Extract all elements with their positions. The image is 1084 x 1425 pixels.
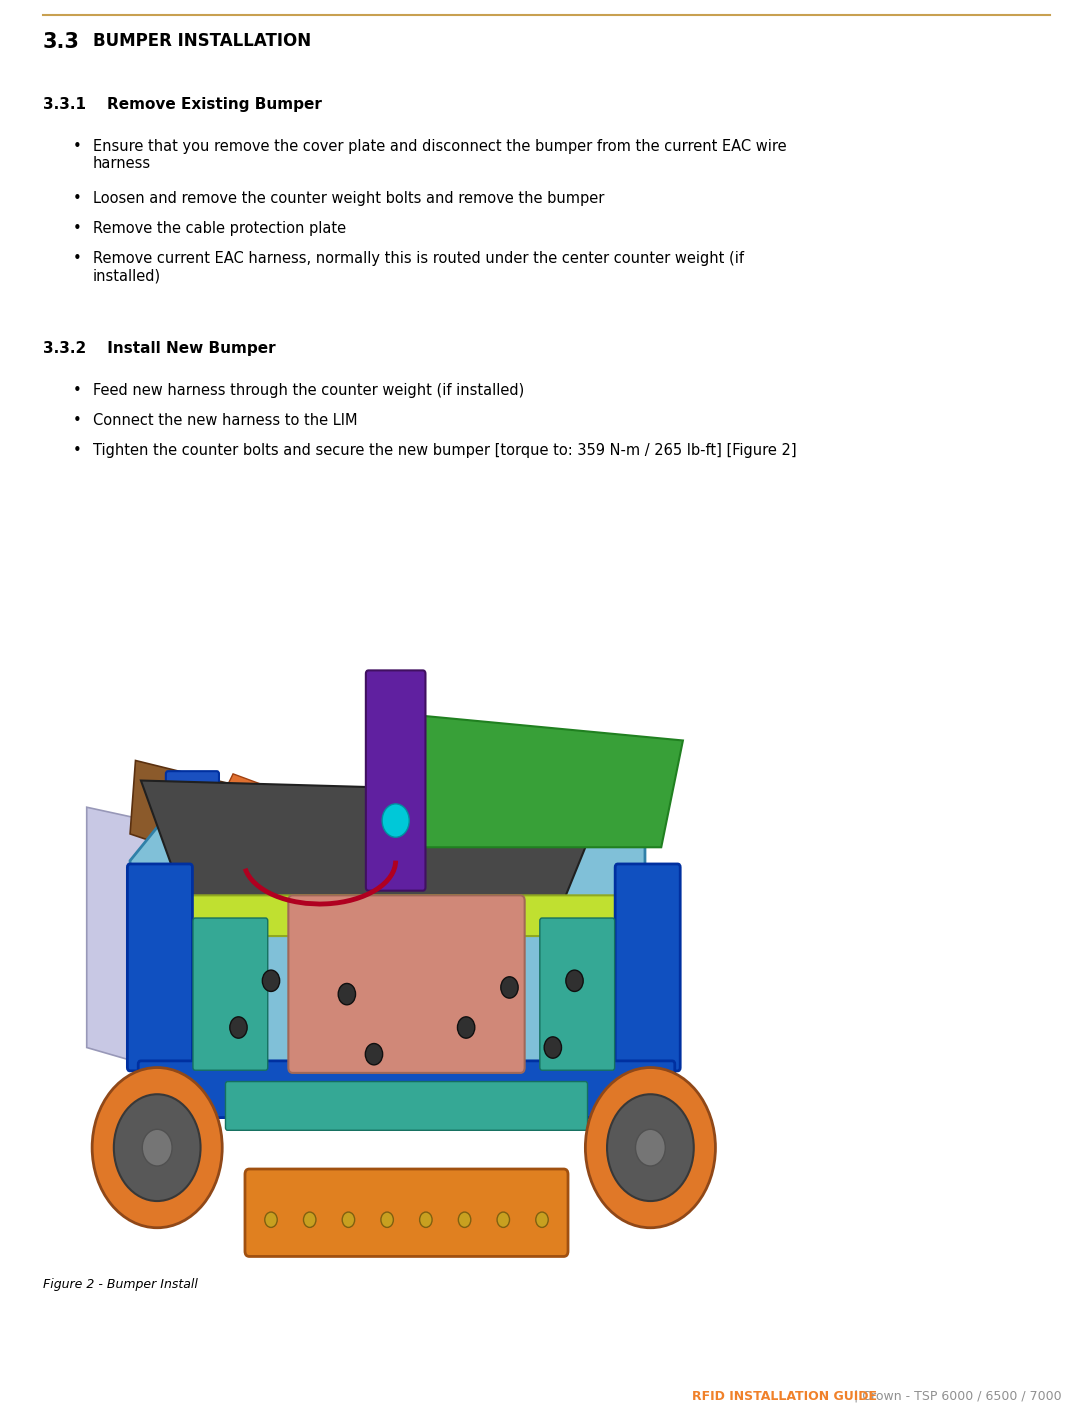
FancyBboxPatch shape [288,895,525,1073]
Polygon shape [401,714,683,848]
Ellipse shape [535,1213,549,1227]
Text: •: • [73,221,81,237]
Ellipse shape [459,1213,470,1227]
FancyBboxPatch shape [139,1060,674,1117]
Ellipse shape [607,1094,694,1201]
Polygon shape [217,774,287,834]
Text: Tighten the counter bolts and secure the new bumper [torque to: 359 N-m / 265 lb: Tighten the counter bolts and secure the… [93,443,797,457]
Ellipse shape [380,1213,393,1227]
Text: •: • [73,251,81,266]
Text: BUMPER INSTALLATION: BUMPER INSTALLATION [93,31,311,50]
Text: •: • [73,413,81,427]
Text: RFID INSTALLATION GUIDE: RFID INSTALLATION GUIDE [693,1389,877,1404]
Ellipse shape [114,1094,201,1201]
Ellipse shape [544,1037,562,1059]
FancyBboxPatch shape [225,1082,588,1130]
Polygon shape [87,807,179,1074]
FancyBboxPatch shape [193,918,268,1070]
Ellipse shape [420,1213,433,1227]
FancyBboxPatch shape [182,895,646,936]
Ellipse shape [142,1129,172,1166]
Text: Loosen and remove the counter weight bolts and remove the bumper: Loosen and remove the counter weight bol… [93,191,605,207]
Polygon shape [141,781,607,901]
Ellipse shape [365,1043,383,1064]
Polygon shape [130,828,645,1087]
Text: Ensure that you remove the cover plate and disconnect the bumper from the curren: Ensure that you remove the cover plate a… [93,140,787,171]
FancyBboxPatch shape [128,864,193,1072]
FancyBboxPatch shape [615,864,681,1072]
Text: •: • [73,140,81,154]
Text: 3.3: 3.3 [43,31,80,51]
Text: Connect the new harness to the LIM: Connect the new harness to the LIM [93,413,358,427]
Ellipse shape [92,1067,222,1228]
Ellipse shape [566,970,583,992]
Text: •: • [73,383,81,398]
Ellipse shape [304,1213,315,1227]
Ellipse shape [382,804,409,838]
Ellipse shape [262,970,280,992]
FancyBboxPatch shape [366,670,425,891]
Text: 3.3.1    Remove Existing Bumper: 3.3.1 Remove Existing Bumper [43,97,322,113]
Text: •: • [73,443,81,457]
FancyBboxPatch shape [540,918,615,1070]
Ellipse shape [585,1067,715,1228]
FancyBboxPatch shape [245,1168,568,1257]
Text: 3.3.2    Install New Bumper: 3.3.2 Install New Bumper [43,341,275,356]
Ellipse shape [343,1213,354,1227]
Polygon shape [130,761,271,874]
Ellipse shape [338,983,356,1005]
FancyBboxPatch shape [166,771,219,849]
Text: Feed new harness through the counter weight (if installed): Feed new harness through the counter wei… [93,383,525,398]
Ellipse shape [498,1213,509,1227]
Text: Remove the cable protection plate: Remove the cable protection plate [93,221,346,237]
Ellipse shape [635,1129,666,1166]
Ellipse shape [230,1017,247,1039]
Text: Figure 2 - Bumper Install: Figure 2 - Bumper Install [43,1278,198,1291]
Text: Remove current EAC harness, normally this is routed under the center counter wei: Remove current EAC harness, normally thi… [93,251,744,284]
Text: •: • [73,191,81,207]
Ellipse shape [264,1213,278,1227]
Ellipse shape [457,1017,475,1039]
Text: | Crown - TSP 6000 / 6500 / 7000: | Crown - TSP 6000 / 6500 / 7000 [850,1389,1062,1404]
Ellipse shape [501,976,518,998]
